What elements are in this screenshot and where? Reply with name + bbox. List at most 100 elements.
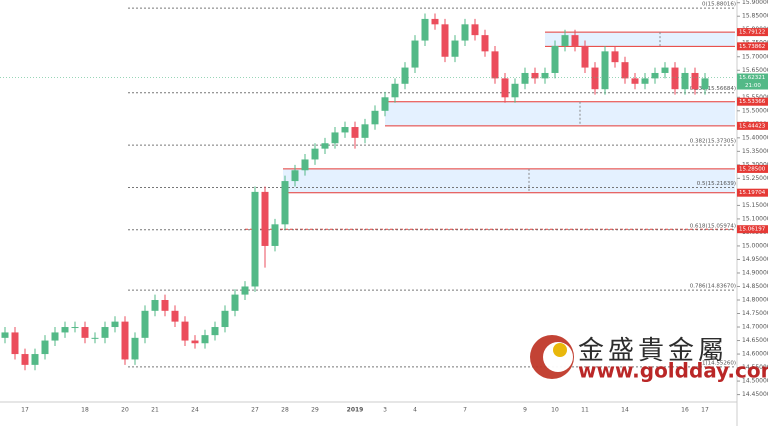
candle-body — [331, 132, 339, 144]
candle-body — [381, 97, 389, 111]
last-price-label: 15.62321 — [739, 75, 765, 81]
x-tick-label: 9 — [523, 407, 527, 414]
x-tick-label: 2019 — [347, 407, 364, 414]
zone — [545, 32, 735, 47]
price-tag-label: 15.28500 — [739, 166, 766, 172]
x-tick-label: 27 — [251, 407, 259, 414]
candle-body — [391, 83, 399, 98]
candle-body — [681, 72, 689, 90]
candle-body — [121, 321, 129, 360]
fib-label: 0.236(15.56684) — [690, 86, 736, 92]
candle-body — [81, 327, 89, 338]
fib-label: 0.618(15.05974) — [690, 223, 736, 229]
candle-body — [621, 62, 629, 79]
candle-body — [91, 337, 99, 339]
candle-body — [461, 24, 469, 41]
y-tick-label: 14.90000 — [742, 269, 768, 276]
last-price-tag — [737, 73, 768, 90]
candle-body — [261, 191, 269, 246]
x-tick-label: 17 — [21, 407, 29, 414]
candle-body — [611, 51, 619, 63]
candle-body — [341, 127, 349, 133]
candle-body — [131, 337, 139, 360]
candle-body — [11, 332, 19, 355]
candle-body — [151, 300, 159, 311]
candle-body — [481, 35, 489, 52]
candle-body — [671, 67, 679, 90]
x-tick-label: 17 — [701, 407, 709, 414]
y-tick-label: 15.65000 — [742, 67, 768, 74]
x-tick-label: 4 — [413, 407, 417, 414]
y-tick-label: 15.55000 — [742, 94, 768, 101]
candle-body — [371, 110, 379, 125]
candle-body — [401, 67, 409, 84]
x-tick-label: 18 — [81, 407, 89, 414]
candle-body — [471, 24, 479, 36]
candle-body — [451, 40, 459, 57]
y-tick-label: 15.25000 — [742, 175, 768, 182]
x-tick-label: 3 — [383, 407, 387, 414]
candle-body — [431, 18, 439, 25]
fib-label: 0.786(14.83670) — [690, 284, 736, 290]
logo-core — [553, 343, 567, 357]
candle-body — [191, 340, 199, 344]
x-tick-label: 28 — [281, 407, 289, 414]
fib-label: 0(15.88016) — [702, 2, 736, 8]
candle-body — [41, 340, 49, 355]
price-tag-label: 15.79122 — [739, 30, 765, 36]
zone — [283, 168, 735, 193]
x-tick-label: 7 — [463, 407, 467, 414]
price-tag — [737, 28, 768, 37]
price-tag — [737, 188, 768, 197]
candle-body — [61, 327, 69, 333]
price-tag-label: 15.06197 — [739, 227, 766, 233]
candle-body — [511, 83, 519, 98]
price-tag — [737, 164, 768, 173]
y-tick-label: 15.70000 — [742, 53, 768, 60]
x-tick-label: 21 — [151, 407, 159, 414]
y-tick-label: 15.15000 — [742, 202, 768, 209]
y-tick-label: 14.55000 — [742, 364, 768, 371]
y-tick-label: 14.65000 — [742, 337, 768, 344]
candle-body — [221, 310, 229, 328]
candle-body — [631, 78, 639, 84]
y-tick-label: 14.50000 — [742, 378, 768, 385]
y-tick-label: 15.30000 — [742, 161, 768, 168]
candle-body — [101, 327, 109, 338]
candle-body — [31, 354, 39, 365]
candle-body — [111, 321, 119, 328]
candle-body — [561, 35, 569, 46]
y-tick-label: 14.80000 — [742, 297, 768, 304]
fib-label: 0.5(15.21639) — [697, 181, 736, 187]
y-tick-label: 14.75000 — [742, 310, 768, 317]
y-tick-label: 15.50000 — [742, 107, 768, 114]
candle-body — [1, 332, 9, 338]
candle-body — [21, 354, 29, 365]
price-tag — [737, 42, 768, 51]
candle-body — [251, 191, 259, 287]
candle-body — [421, 18, 429, 41]
price-tag — [737, 97, 768, 106]
x-tick-label: 14 — [621, 407, 629, 414]
candle-body — [551, 45, 559, 73]
x-tick-label: 24 — [191, 407, 199, 414]
candle-body — [171, 310, 179, 322]
candle-body — [241, 286, 249, 295]
candle-body — [701, 78, 709, 90]
candle-body — [51, 332, 59, 341]
candle-body — [301, 159, 309, 171]
candle-body — [211, 327, 219, 336]
watermark-name: 金盛貴金屬 — [578, 336, 728, 366]
fib-label: 1(14.55260) — [702, 360, 736, 366]
candle-body — [691, 72, 699, 90]
candle-body — [271, 224, 279, 246]
x-tick-label: 16 — [681, 407, 689, 414]
y-tick-label: 15.85000 — [742, 13, 768, 20]
candle-body — [411, 40, 419, 68]
candle-body — [311, 148, 319, 160]
candle-body — [351, 127, 359, 138]
candle-body — [531, 72, 539, 79]
candle-body — [541, 72, 549, 79]
